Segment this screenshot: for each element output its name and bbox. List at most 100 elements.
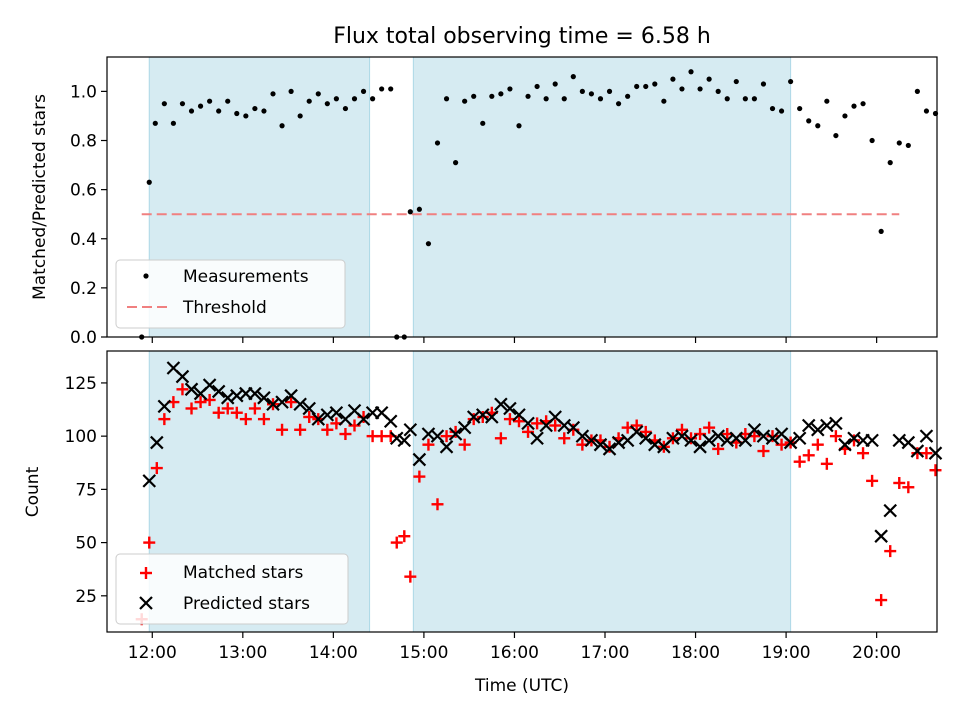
measurement-point: [279, 123, 285, 129]
matched-star-point: [685, 432, 698, 445]
measurement-point: [407, 209, 413, 215]
measurement-point: [146, 179, 152, 185]
matched-star-point: [303, 410, 316, 423]
measurement-point: [543, 96, 549, 102]
predicted-star-point: [883, 503, 897, 518]
y-tick-label: 1.0: [70, 82, 97, 102]
matched-star-point: [185, 402, 198, 415]
measurement-point: [243, 113, 249, 119]
matched-star-point: [230, 406, 243, 419]
y-tick-label: 0.4: [70, 230, 97, 250]
matched-star-points: [135, 383, 942, 626]
predicted-star-point: [783, 435, 798, 450]
x-tick-label: 16:00: [490, 643, 539, 663]
measurement-point: [270, 91, 276, 97]
legend-measurements-marker: [143, 273, 149, 279]
matched-star-point: [757, 445, 770, 458]
predicted-star-point: [439, 440, 454, 454]
legend-matched-label: Matched stars: [183, 563, 303, 583]
measurement-point: [525, 93, 531, 99]
measurement-point: [489, 93, 495, 99]
measurement-point: [706, 76, 712, 82]
matched-star-point: [276, 423, 289, 436]
predicted-star-point: [865, 433, 879, 448]
predicted-star-point: [403, 422, 418, 437]
predicted-star-point: [738, 433, 753, 448]
matched-star-point: [820, 457, 833, 470]
measurement-point: [824, 98, 830, 104]
matched-star-point: [257, 413, 270, 426]
predicted-star-point: [801, 418, 816, 433]
matched-star-point: [150, 462, 163, 475]
measurement-point: [179, 101, 186, 107]
measurement-point: [462, 98, 468, 104]
measurement-point: [552, 81, 558, 87]
matched-star-point: [512, 415, 525, 428]
y-tick-label: 0.8: [70, 132, 97, 152]
measurement-point: [797, 105, 803, 112]
measurement-point: [688, 69, 694, 75]
matched-star-point: [703, 421, 716, 434]
measurement-point: [261, 108, 267, 114]
predicted-star-point: [485, 410, 499, 424]
measurement-point: [379, 86, 385, 92]
measurement-point: [416, 206, 422, 212]
measurement-point: [588, 91, 595, 97]
top-plot-frame: [106, 56, 938, 338]
y-tick-label: 0.0: [70, 328, 97, 348]
bottom-panel: 25 50 75 100 125 12:00 13:00 14:00 15:00 16:00 17…: [23, 350, 943, 696]
matched-star-point: [413, 470, 426, 483]
measurement-point: [697, 86, 703, 92]
matched-star-point: [398, 530, 411, 543]
measurement-point: [252, 105, 258, 112]
top-x-axis-ticks: [151, 337, 878, 343]
predicted-star-point: [412, 452, 427, 467]
measurement-point: [342, 105, 349, 112]
matched-star-point: [811, 438, 824, 451]
matched-star-point: [176, 383, 189, 396]
measurement-point: [225, 98, 231, 104]
x-tick-label: 17:00: [581, 643, 630, 663]
matched-star-point: [558, 432, 571, 445]
predicted-star-point: [184, 382, 199, 397]
predicted-star-point: [521, 416, 535, 431]
predicted-star-point: [811, 422, 825, 437]
matched-star-point: [766, 430, 779, 443]
matched-star-point: [143, 536, 156, 549]
measurement-point: [534, 83, 540, 90]
measurement-point: [170, 120, 176, 126]
measurement-point: [597, 96, 604, 102]
matched-star-point: [248, 402, 261, 415]
measurement-point: [207, 98, 213, 104]
predicted-star-point: [584, 433, 599, 448]
measurement-point: [869, 137, 875, 144]
predicted-star-point: [293, 397, 307, 411]
measurement-point: [306, 98, 312, 104]
measurement-point: [887, 160, 893, 166]
predicted-star-point: [211, 384, 226, 399]
predicted-star-point: [175, 369, 190, 384]
measurement-point: [778, 108, 785, 114]
top-panel: 0.0 0.2 0.4 0.6 0.8 1.0 Matched/Predicted sta…: [30, 56, 939, 348]
matched-star-point: [294, 423, 307, 436]
y-tick-label: 0.2: [70, 279, 97, 299]
x-axis: 12:00 13:00 14:00 15:00 16:00 17:00 18:00 19:00…: [128, 632, 901, 663]
predicted-star-point: [928, 446, 943, 460]
measurement-point: [443, 96, 450, 102]
measurement-point: [815, 123, 821, 129]
x-tick-label: 12:00: [128, 643, 177, 663]
predicted-star-point: [919, 429, 934, 443]
measurement-point: [751, 96, 758, 102]
matched-star-point: [884, 545, 897, 558]
measurement-point: [878, 228, 884, 234]
measurement-point: [498, 91, 504, 97]
predicted-star-point: [430, 429, 445, 443]
predicted-star-point: [142, 474, 157, 488]
measurement-point: [842, 113, 848, 119]
matched-star-point: [285, 396, 298, 409]
measurement-point: [453, 160, 459, 166]
measurement-point: [625, 93, 631, 99]
measurement-point: [914, 88, 920, 94]
measurement-point: [234, 110, 240, 117]
matched-star-point: [857, 447, 870, 460]
